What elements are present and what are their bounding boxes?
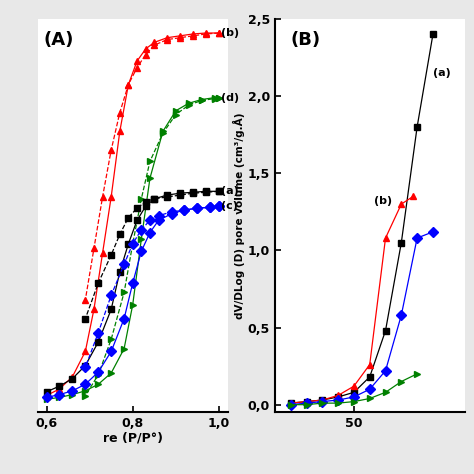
Text: (d): (d) xyxy=(221,92,239,103)
Text: (B): (B) xyxy=(290,31,320,49)
X-axis label: re (P/P°): re (P/P°) xyxy=(103,432,163,445)
Text: (a): (a) xyxy=(433,68,451,78)
Y-axis label: dV/DLog (D) pore volume (cm³/g.Å): dV/DLog (D) pore volume (cm³/g.Å) xyxy=(233,112,245,319)
Text: (a): (a) xyxy=(221,186,239,196)
Text: (b): (b) xyxy=(221,28,239,38)
Text: (c): (c) xyxy=(221,201,238,211)
Text: (A): (A) xyxy=(44,31,74,49)
Text: (b): (b) xyxy=(374,196,392,206)
